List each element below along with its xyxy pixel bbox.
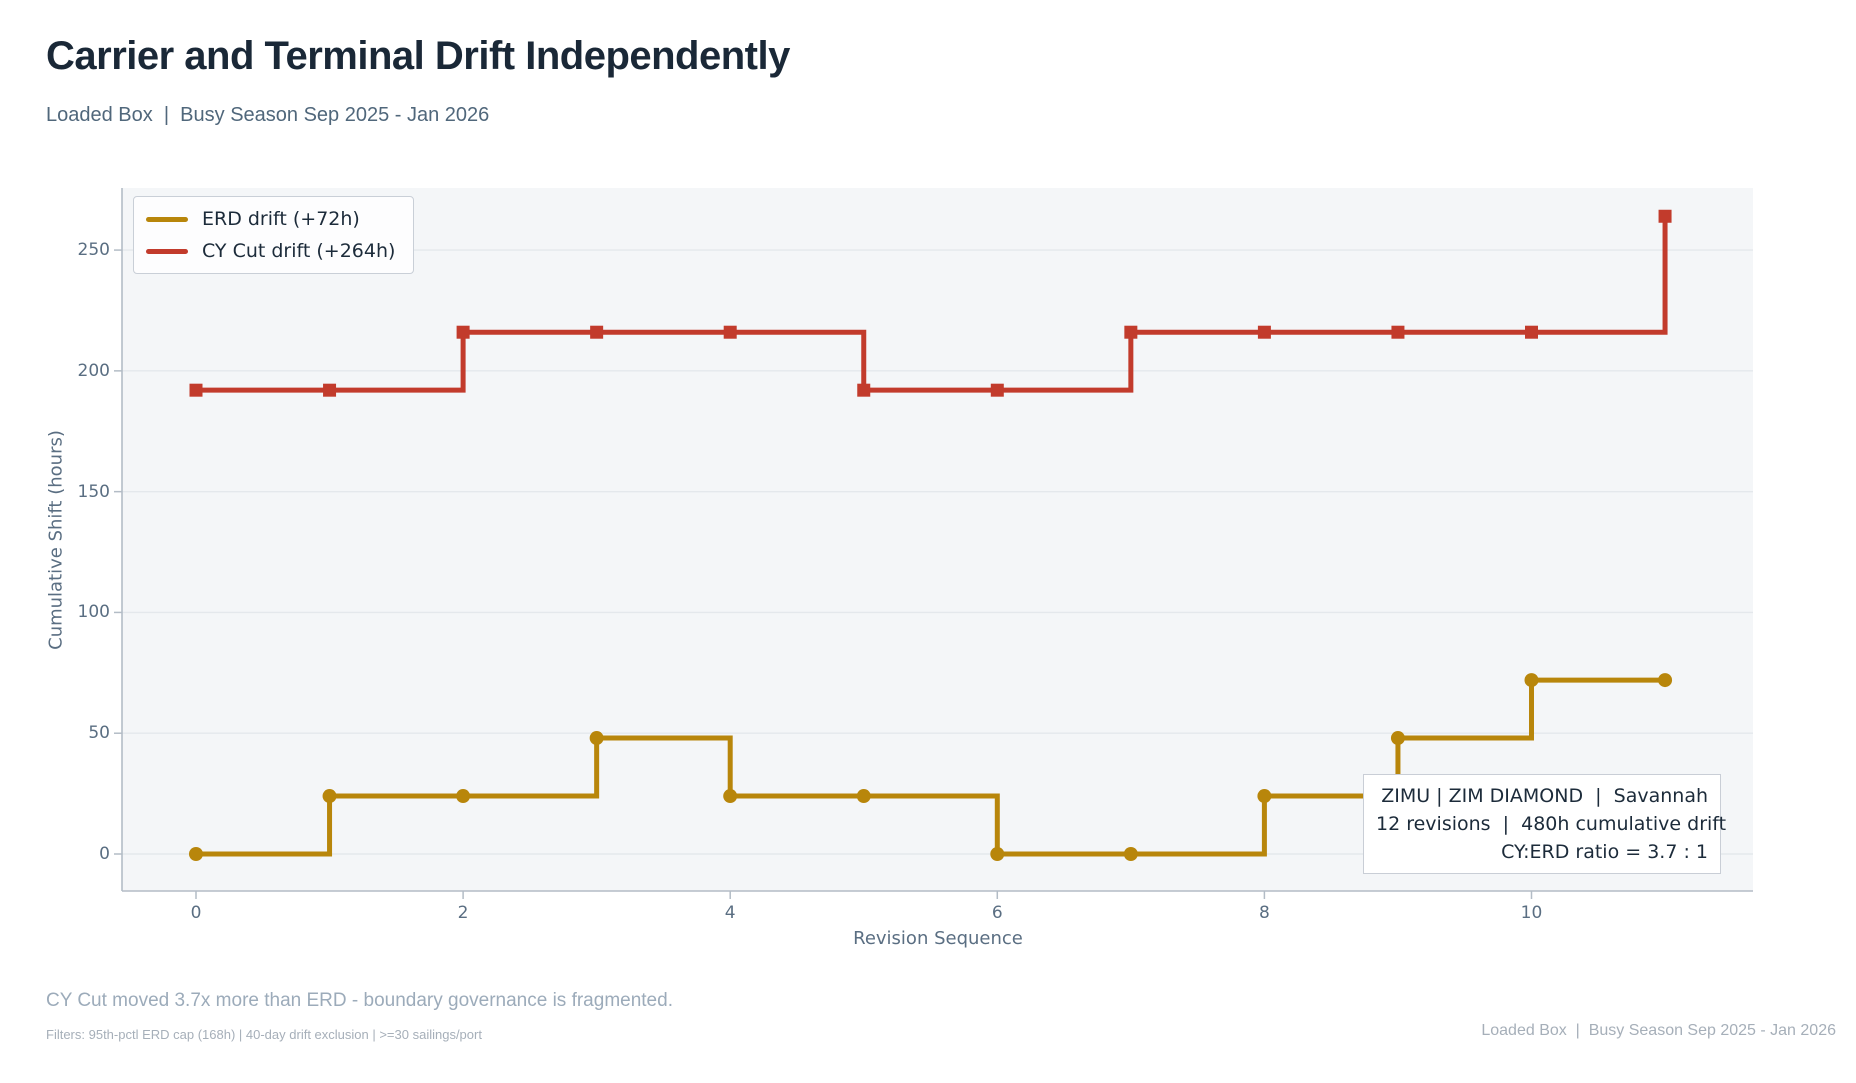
data-point-erd-drift-72h [1658,673,1673,688]
data-point-erd-drift-72h [456,789,471,804]
data-point-cy-cut-drift-264h [857,383,871,397]
annotation-box: ZIMU | ZIM DIAMOND | Savannah 12 revisio… [1363,774,1727,874]
x-tick-label: 8 [1258,903,1270,923]
data-point-erd-drift-72h [1524,673,1539,688]
x-axis-title: Revision Sequence [853,928,1023,949]
context-note: Loaded Box | Busy Season Sep 2025 - Jan … [1481,1022,1836,1039]
y-tick-label: 150 [77,481,110,502]
data-point-erd-drift-72h [1257,789,1272,804]
y-tick-label: 50 [88,723,110,744]
plot-background [122,188,1753,891]
annotation-ratio-line: CY:ERD ratio = 3.7 : 1 [1501,841,1708,863]
insight-note: CY Cut moved 3.7x more than ERD - bounda… [46,990,673,1011]
legend-item-erd-drift: ERD drift (+72h) [146,208,395,230]
data-point-erd-drift-72h [990,847,1005,861]
x-tick-label: 10 [1520,903,1543,923]
data-point-cy-cut-drift-264h [1525,325,1538,339]
data-point-cy-cut-drift-264h [990,383,1004,397]
data-point-cy-cut-drift-264h [1124,325,1138,339]
legend-label-cy-cut-drift: CY Cut drift (+264h) [202,240,396,262]
series-line-cy-cut-drift-264h [196,216,1668,393]
legend-item-cy-cut-drift: CY Cut drift (+264h) [146,240,395,262]
legend-label-erd-drift: ERD drift (+72h) [202,208,360,230]
data-point-erd-drift-72h [322,789,337,804]
y-tick-label: 200 [77,360,110,381]
data-point-cy-cut-drift-264h [456,325,470,339]
y-tick-label: 100 [77,602,110,623]
x-tick-label: 6 [991,903,1003,923]
page-title: Carrier and Terminal Drift Independently [46,34,790,78]
y-tick-label: 250 [77,240,110,261]
data-point-cy-cut-drift-264h [323,383,337,397]
legend: ERD drift (+72h) CY Cut drift (+264h) [133,196,415,274]
data-point-cy-cut-drift-264h [723,325,737,339]
data-point-cy-cut-drift-264h [1391,325,1405,339]
x-tick-label: 2 [457,903,469,923]
data-point-cy-cut-drift-264h [189,383,203,397]
annotation-vessel-line: ZIMU | ZIM DIAMOND | Savannah [1381,785,1708,807]
data-point-cy-cut-drift-264h [590,325,604,339]
data-point-erd-drift-72h [189,847,203,861]
data-point-erd-drift-72h [589,731,604,746]
data-point-erd-drift-72h [1123,847,1138,861]
x-tick-label: 4 [724,903,736,923]
page-subtitle: Loaded Box | Busy Season Sep 2025 - Jan … [46,104,490,126]
x-tick-label: 0 [190,903,202,923]
annotation-revisions-line: 12 revisions | 480h cumulative drift [1376,813,1727,835]
cy-cut-line-swatch [146,248,188,254]
data-point-cy-cut-drift-264h [1658,209,1672,223]
data-point-erd-drift-72h [856,789,871,804]
data-point-erd-drift-72h [723,789,738,804]
data-point-erd-drift-72h [1390,731,1405,746]
filters-note: Filters: 95th-pctl ERD cap (168h) | 40-d… [46,1027,482,1042]
data-point-cy-cut-drift-264h [1257,325,1271,339]
erd-line-swatch [146,216,188,222]
y-tick-label: 0 [99,844,110,864]
